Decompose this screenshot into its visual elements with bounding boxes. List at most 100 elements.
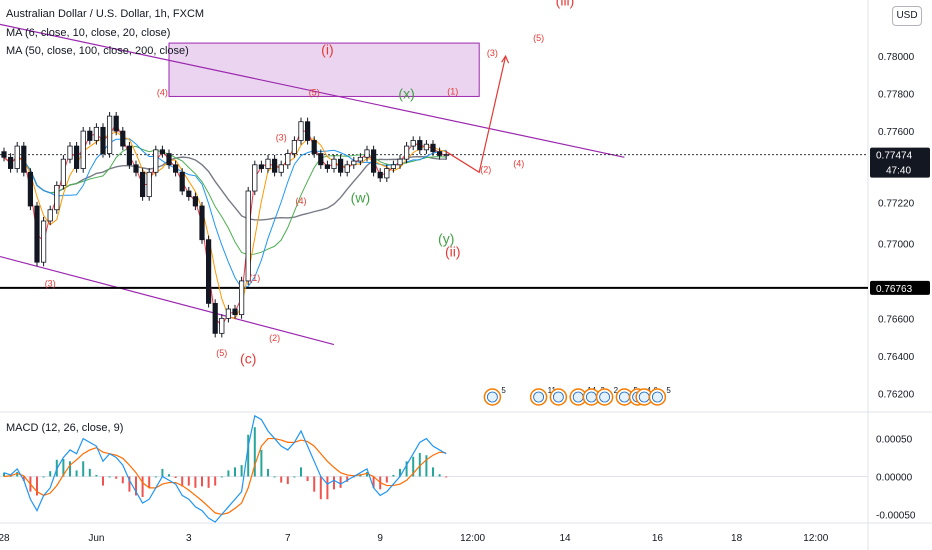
ma-legend-2[interactable]: MA (50, close, 100, close, 200, close) <box>6 45 189 57</box>
candle-body <box>87 130 93 141</box>
macd-histogram-bar <box>69 461 71 477</box>
macd-histogram-bar <box>36 476 38 496</box>
candle-body <box>199 205 205 241</box>
last-price-badge-label: 0.77474 <box>876 151 913 162</box>
macd-histogram-bar <box>240 465 243 477</box>
wave-label: (c) <box>240 350 256 366</box>
event-flag-icon <box>572 391 584 403</box>
macd-histogram-bar <box>194 476 197 488</box>
macd-histogram-bar <box>267 468 269 477</box>
event-flag-icon <box>599 391 610 403</box>
macd-histogram-bar <box>214 476 217 486</box>
time-tick-label: 12:00 <box>803 533 828 544</box>
macd-histogram-bar <box>201 476 203 487</box>
macd-histogram-bar <box>82 461 85 477</box>
candle-body <box>238 280 245 316</box>
ma-legend-1[interactable]: MA (6, close, 10, close, 20, close) <box>6 27 171 39</box>
macd-histogram-bar <box>95 474 98 477</box>
macd-histogram-bar <box>234 467 236 477</box>
macd-histogram-bar <box>49 471 52 477</box>
candle-body <box>384 168 390 179</box>
price-tick-label: 0.77220 <box>878 198 915 209</box>
candle-body <box>133 164 139 173</box>
event-flag-icon <box>638 391 650 403</box>
projection-path <box>445 56 507 174</box>
candle-body <box>357 156 364 162</box>
wave-label: (w) <box>351 189 370 205</box>
macd-histogram-bar <box>128 476 131 492</box>
candle-body <box>74 145 80 169</box>
time-tick-label: 14 <box>559 533 571 544</box>
candle-body <box>1 151 7 158</box>
candle-body <box>417 140 423 151</box>
candle-body <box>245 190 251 282</box>
macd-legend[interactable]: MACD (12, 26, close, 9) <box>6 422 124 434</box>
candle-body <box>67 145 73 160</box>
candle-body <box>285 153 291 166</box>
candle-body <box>107 115 113 154</box>
price-tick-label: 0.77800 <box>878 90 915 101</box>
candle-body <box>172 164 179 173</box>
candle-body <box>159 149 165 154</box>
candle-body <box>41 220 47 263</box>
last-price-badge-bg <box>870 147 930 178</box>
macd-histogram-bar <box>445 476 448 478</box>
macd-histogram-bar <box>399 468 401 477</box>
macd-histogram-bar <box>187 476 190 486</box>
candle-body <box>100 126 106 154</box>
macd-histogram-bar <box>62 459 65 477</box>
candle-body <box>377 171 383 179</box>
symbol-title: Australian Dollar / U.S. Dollar, 1h, FXC… <box>6 8 205 20</box>
candle-body <box>7 156 14 169</box>
wave-label: (ii) <box>445 244 461 260</box>
macd-histogram-bar <box>75 470 78 477</box>
macd-signal-line <box>3 437 447 516</box>
wave-label: (3) <box>276 132 287 142</box>
candle-body <box>232 308 238 316</box>
candle-body <box>436 151 443 156</box>
candle-body <box>113 115 119 132</box>
macd-histogram-bar <box>207 476 210 488</box>
wave-label: (5) <box>533 33 544 43</box>
candle-body <box>443 154 449 157</box>
event-count-label: 5 <box>501 386 506 395</box>
macd-histogram-bar <box>260 449 263 477</box>
macd-histogram-bar <box>22 476 25 482</box>
candle-body <box>166 153 172 166</box>
macd-histogram-bar <box>220 476 223 478</box>
wave-label: (y) <box>438 230 454 246</box>
wave-label: (2) <box>269 333 280 343</box>
candle-body <box>205 239 212 304</box>
wave-label: (3) <box>487 48 498 58</box>
macd-histogram-bar <box>339 476 342 488</box>
candle-body <box>304 121 311 141</box>
macd-histogram-bar <box>247 434 250 477</box>
candle-body <box>146 171 152 198</box>
candle-body <box>318 153 324 166</box>
candle-body <box>186 190 192 198</box>
macd-histogram-bar <box>326 476 329 500</box>
wave-label: (5) <box>216 348 227 358</box>
macd-histogram-bar <box>333 476 335 490</box>
wave-label: (1) <box>447 87 458 97</box>
macd-histogram-bar <box>300 467 302 477</box>
candle-body <box>47 209 53 222</box>
candle-body <box>212 302 218 334</box>
macd-histogram-bar <box>286 476 289 485</box>
currency-button[interactable]: USD <box>892 6 922 26</box>
macd-histogram-bar <box>412 456 415 477</box>
macd-line <box>3 414 447 523</box>
candle-body <box>54 184 60 211</box>
price-tick-label: 0.77000 <box>878 239 915 250</box>
macd-histogram-bar <box>42 476 45 478</box>
candle-body <box>403 145 410 160</box>
candle-body <box>324 164 331 169</box>
candle-body <box>364 149 370 158</box>
macd-histogram-bar <box>16 471 19 477</box>
wave-label: (2) <box>480 164 491 174</box>
candle-body <box>265 158 271 169</box>
channel-lower-line <box>0 255 335 346</box>
candle-body <box>139 171 146 198</box>
